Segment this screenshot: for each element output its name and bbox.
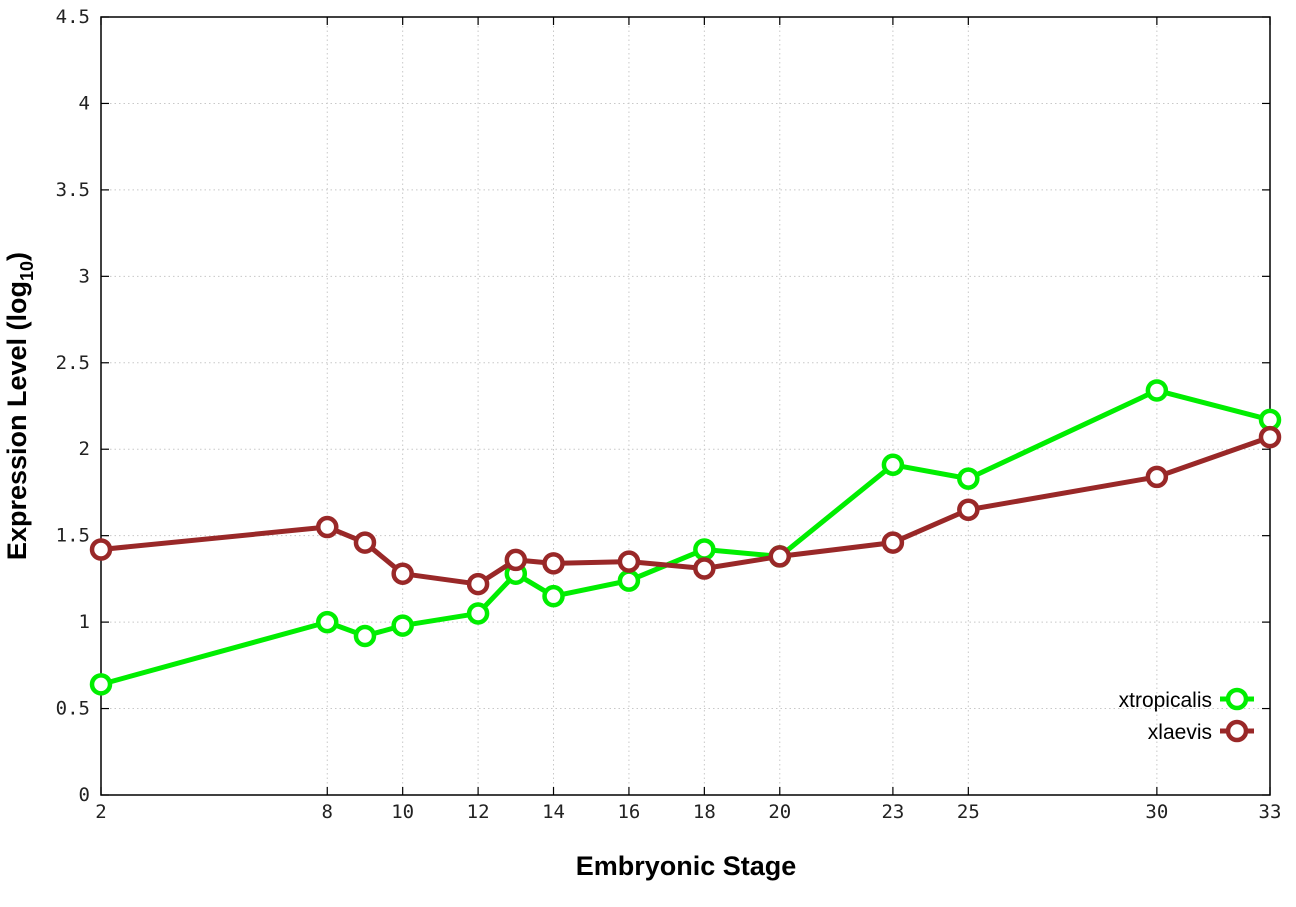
data-point-xlaevis — [1145, 465, 1169, 489]
x-axis-title: Embryonic Stage — [576, 851, 797, 881]
data-point-xlaevis — [391, 562, 414, 585]
x-tick-label: 23 — [881, 801, 904, 823]
data-point-xlaevis — [768, 545, 792, 568]
y-axis-title-end: ) — [2, 252, 32, 261]
data-point-xtropicalis — [617, 569, 641, 592]
plot-frame — [100, 16, 1271, 796]
y-tick-label: 3 — [79, 265, 90, 287]
y-tick-label: 4 — [79, 92, 90, 114]
data-point-xtropicalis — [957, 467, 980, 490]
data-point-xlaevis — [316, 515, 339, 539]
data-point-xlaevis — [542, 552, 565, 575]
series-xtropicalis — [89, 379, 1282, 696]
data-point-xlaevis — [617, 550, 641, 573]
y-axis-title-subscript: 10 — [17, 261, 37, 281]
data-point-xlaevis — [693, 557, 716, 580]
legend-item-xlaevis: xlaevis — [1148, 719, 1254, 744]
series-line-xtropicalis — [100, 387, 1271, 687]
x-tick-label: 14 — [542, 801, 565, 823]
series-line-xlaevis — [100, 434, 1271, 587]
x-tick-label: 18 — [693, 801, 716, 823]
legend-marker — [1225, 719, 1249, 743]
y-tick-label: 4.5 — [56, 6, 90, 28]
data-point-xtropicalis — [881, 453, 905, 477]
y-axis-title-main: Expression Level (log — [2, 281, 32, 560]
data-point-xlaevis — [466, 572, 490, 596]
legend-label: xlaevis — [1148, 721, 1212, 744]
axis-ticks: 2 8 10 12 14 16 18 20 23 25 30 33 0 0.5 1 1.5 2 2.5 3 3.5 4 4… — [56, 6, 1282, 823]
x-tick-label: 33 — [1259, 801, 1282, 823]
grid-lines — [101, 17, 1270, 795]
data-point-xlaevis — [89, 538, 113, 561]
data-point-xtropicalis — [391, 614, 414, 637]
x-tick-label: 10 — [391, 801, 414, 823]
data-point-xtropicalis — [542, 584, 565, 608]
series-layer — [89, 379, 1282, 696]
legend-item-xtropicalis: xtropicalis — [1119, 687, 1254, 712]
x-tick-label: 12 — [467, 801, 490, 823]
x-tick-label: 16 — [617, 801, 640, 823]
legend-marker — [1225, 687, 1249, 711]
legend: xtropicalis xlaevis — [1119, 687, 1254, 744]
legend-label: xtropicalis — [1119, 689, 1212, 712]
x-tick-label: 30 — [1145, 801, 1168, 823]
series-xlaevis — [89, 425, 1282, 596]
y-axis-title: Expression Level (log10) — [2, 252, 37, 560]
y-tick-label: 1 — [79, 611, 90, 633]
y-tick-label: 2.5 — [56, 352, 90, 374]
data-point-xlaevis — [353, 531, 377, 554]
data-point-xlaevis — [957, 498, 980, 521]
data-point-xtropicalis — [466, 602, 490, 625]
data-point-xlaevis — [504, 548, 528, 572]
data-point-xlaevis — [1258, 425, 1282, 449]
data-point-xtropicalis — [1145, 379, 1169, 402]
y-tick-label: 2 — [79, 438, 90, 460]
data-point-xtropicalis — [693, 538, 716, 561]
data-point-xtropicalis — [316, 610, 339, 634]
y-tick-label: 3.5 — [56, 179, 90, 201]
y-tick-label: 0 — [79, 784, 90, 806]
y-tick-label: 1.5 — [56, 525, 90, 547]
data-point-xtropicalis — [353, 624, 377, 648]
x-tick-label: 8 — [322, 801, 333, 823]
data-point-xlaevis — [881, 531, 905, 554]
y-tick-label: 0.5 — [56, 698, 90, 720]
x-tick-label: 25 — [957, 801, 980, 823]
data-point-xtropicalis — [89, 673, 113, 696]
x-tick-label: 20 — [768, 801, 791, 823]
x-tick-label: 2 — [95, 801, 106, 823]
